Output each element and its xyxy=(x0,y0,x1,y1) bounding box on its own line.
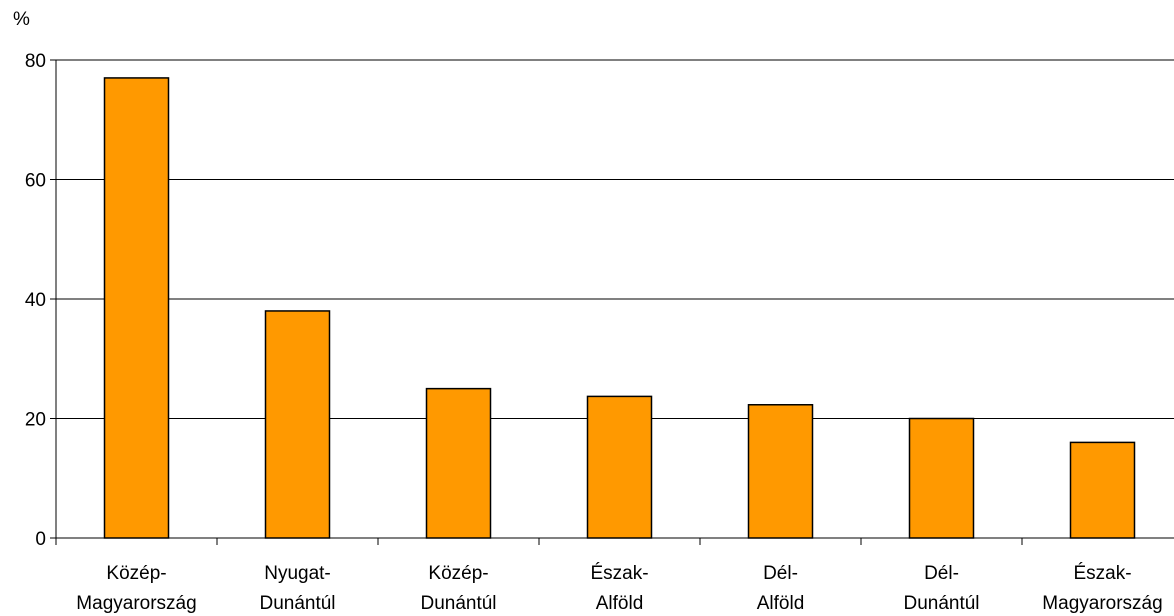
x-tick-labels: Közép-Magyarország Nyugat-Dunántúl Közép-D… xyxy=(76,563,1162,614)
x-tick-label: Észak-Alföld xyxy=(590,563,648,614)
y-tick-labels: 0 20 40 60 80 xyxy=(25,51,46,550)
x-tick-label: Észak-Magyarország xyxy=(1042,563,1162,614)
bars xyxy=(103,77,1136,539)
bar xyxy=(425,387,492,539)
axes xyxy=(50,59,1174,545)
y-tick-label: 60 xyxy=(25,171,46,192)
y-tick-label: 20 xyxy=(25,410,46,431)
x-tick-label: Közép-Magyarország xyxy=(76,563,196,614)
x-tick-label: Nyugat-Dunántúl xyxy=(259,563,335,614)
bar xyxy=(103,77,170,539)
y-tick-label: 0 xyxy=(35,529,46,550)
y-tick-label: 40 xyxy=(25,290,46,311)
y-tick-label: 80 xyxy=(25,51,46,72)
bar xyxy=(1069,441,1136,539)
bar xyxy=(747,404,814,539)
x-tick-label: Dél-Alföld xyxy=(757,563,805,614)
x-tick-label: Közép-Dunántúl xyxy=(420,563,496,614)
bar xyxy=(908,417,975,539)
gridlines xyxy=(56,59,1174,419)
x-tick-label: Dél-Dunántúl xyxy=(903,563,979,614)
y-unit-label: % xyxy=(13,9,30,30)
bar xyxy=(586,395,653,539)
bar xyxy=(264,310,331,539)
